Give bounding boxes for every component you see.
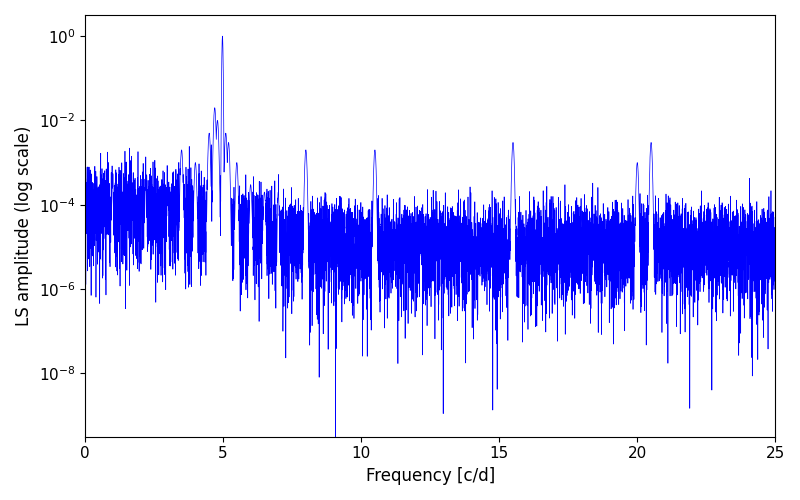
X-axis label: Frequency [c/d]: Frequency [c/d] <box>366 467 494 485</box>
Y-axis label: LS amplitude (log scale): LS amplitude (log scale) <box>15 126 33 326</box>
